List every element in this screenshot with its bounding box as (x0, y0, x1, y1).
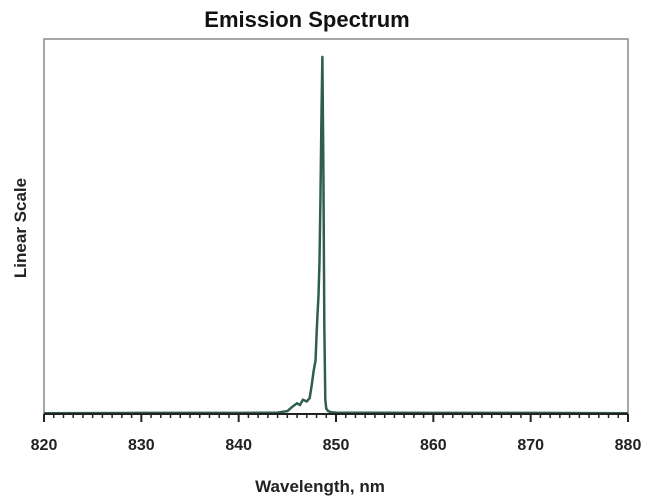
x-axis-tick-labels: 820 830 840 850 860 870 880 (31, 437, 642, 454)
x-tick-label: 850 (323, 437, 350, 454)
x-tick-label: 860 (420, 437, 447, 454)
series-layer (43, 55, 629, 415)
x-tick-label: 870 (517, 437, 544, 454)
x-tick-label: 840 (225, 437, 252, 454)
x-tick-label: 820 (31, 437, 58, 454)
x-tick-label: 830 (128, 437, 155, 454)
y-axis-label: Linear Scale (11, 178, 30, 278)
x-tick-label: 880 (615, 437, 642, 454)
chart-title: Emission Spectrum (204, 7, 409, 32)
x-axis-label: Wavelength, nm (255, 477, 385, 496)
plot-frame (43, 38, 629, 415)
spectrum-line (43, 55, 629, 415)
x-axis-ticks (43, 414, 629, 422)
